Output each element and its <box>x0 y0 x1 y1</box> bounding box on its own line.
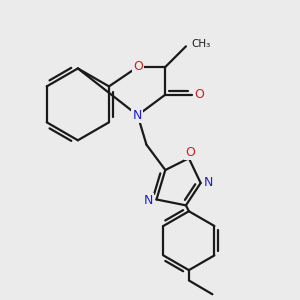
Text: O: O <box>185 146 195 159</box>
Text: N: N <box>143 194 153 207</box>
Text: N: N <box>132 109 142 122</box>
Text: CH₃: CH₃ <box>191 39 211 49</box>
Text: N: N <box>204 176 214 189</box>
Text: O: O <box>133 60 143 73</box>
Text: O: O <box>194 88 204 100</box>
